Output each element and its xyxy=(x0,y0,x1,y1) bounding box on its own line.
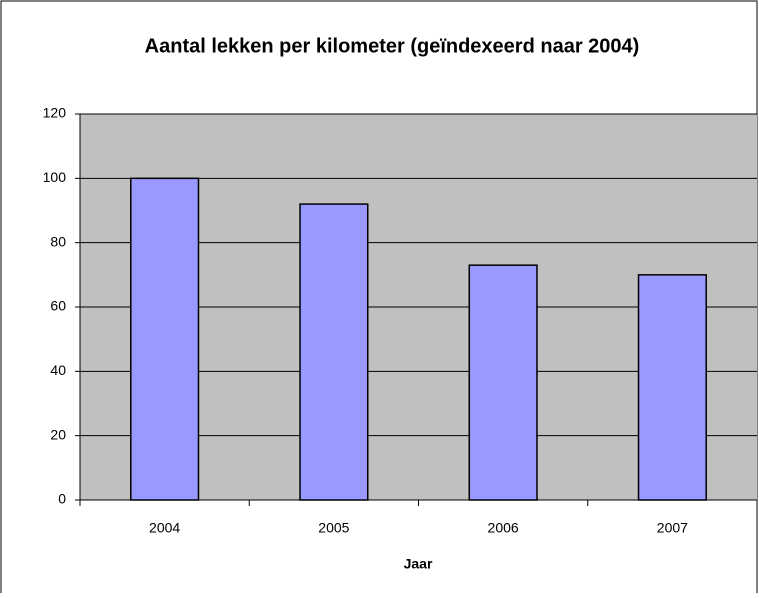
x-tick-label: 2004 xyxy=(149,520,180,536)
y-tick-label: 120 xyxy=(43,105,67,121)
y-tick-label: 80 xyxy=(50,233,66,249)
x-tick-label: 2006 xyxy=(488,520,519,536)
x-tick-label: 2005 xyxy=(318,520,349,536)
x-tick-label: 2007 xyxy=(657,520,688,536)
y-tick-label: 40 xyxy=(50,362,66,378)
y-tick-label: 20 xyxy=(50,426,66,442)
y-tick-label: 0 xyxy=(58,491,66,507)
y-tick-label: 100 xyxy=(43,169,67,185)
bar xyxy=(637,274,707,501)
x-axis-label: Jaar xyxy=(404,556,433,572)
y-tick-label: 60 xyxy=(50,298,66,314)
bar xyxy=(130,177,200,501)
bar xyxy=(299,203,369,501)
bar xyxy=(468,264,538,501)
chart-title: Aantal lekken per kilometer (geïndexeerd… xyxy=(145,35,640,57)
